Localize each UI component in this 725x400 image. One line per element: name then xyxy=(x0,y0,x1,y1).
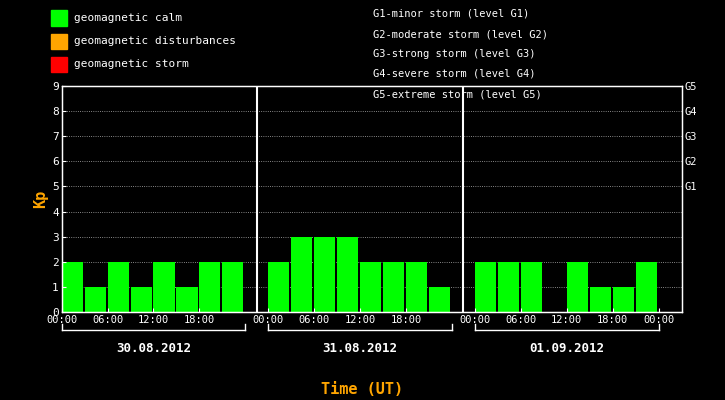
Bar xyxy=(268,262,289,312)
Bar xyxy=(613,287,634,312)
Text: 30.08.2012: 30.08.2012 xyxy=(116,342,191,354)
Bar xyxy=(337,237,358,312)
Bar xyxy=(314,237,335,312)
Bar xyxy=(199,262,220,312)
Text: 31.08.2012: 31.08.2012 xyxy=(323,342,397,354)
Text: Time (UT): Time (UT) xyxy=(321,382,404,398)
Bar xyxy=(406,262,427,312)
Bar xyxy=(521,262,542,312)
Text: G1-minor storm (level G1): G1-minor storm (level G1) xyxy=(373,9,530,19)
Bar xyxy=(291,237,312,312)
Bar xyxy=(429,287,450,312)
Bar xyxy=(223,262,244,312)
Text: G4-severe storm (level G4): G4-severe storm (level G4) xyxy=(373,69,536,79)
Bar xyxy=(154,262,175,312)
Text: G5-extreme storm (level G5): G5-extreme storm (level G5) xyxy=(373,89,542,99)
Text: G3-strong storm (level G3): G3-strong storm (level G3) xyxy=(373,49,536,59)
Bar xyxy=(130,287,152,312)
Bar xyxy=(636,262,657,312)
Bar xyxy=(85,287,106,312)
Text: geomagnetic calm: geomagnetic calm xyxy=(74,13,182,23)
Bar xyxy=(475,262,496,312)
Bar xyxy=(589,287,610,312)
Bar xyxy=(498,262,519,312)
Text: G2-moderate storm (level G2): G2-moderate storm (level G2) xyxy=(373,29,548,39)
Bar xyxy=(62,262,83,312)
Bar xyxy=(383,262,404,312)
Text: geomagnetic storm: geomagnetic storm xyxy=(74,60,188,70)
Y-axis label: Kp: Kp xyxy=(33,190,48,208)
Bar xyxy=(176,287,197,312)
Text: 01.09.2012: 01.09.2012 xyxy=(529,342,604,354)
Bar xyxy=(360,262,381,312)
Bar xyxy=(107,262,128,312)
Bar xyxy=(567,262,588,312)
Text: geomagnetic disturbances: geomagnetic disturbances xyxy=(74,36,236,46)
